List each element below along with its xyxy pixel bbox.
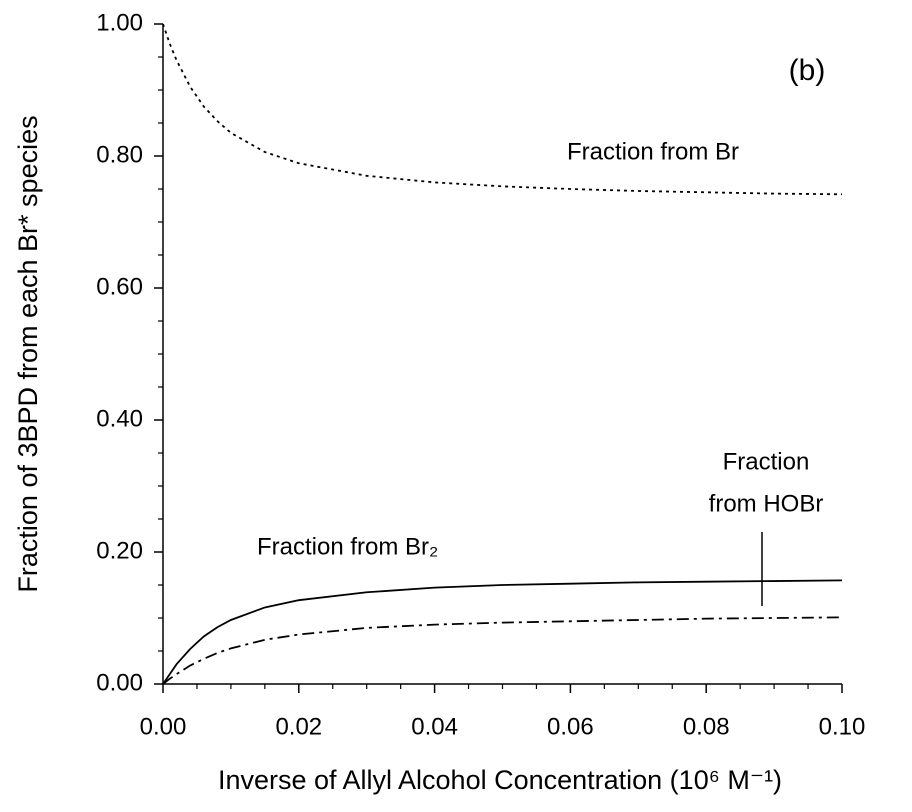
y-tick-label: 0.20: [96, 537, 143, 564]
series-label: Fraction from Br₂: [257, 533, 438, 560]
series-line: [162, 579, 843, 685]
y-tick-label: 0.60: [96, 273, 143, 300]
y-tick-label: 0.80: [96, 141, 143, 168]
y-axis-label: Fraction of 3BPD from each Br* species: [13, 115, 43, 592]
series-label: Fraction: [723, 448, 810, 475]
series-label: from HOBr: [709, 490, 824, 517]
series-line: [162, 616, 843, 685]
x-tick-label: 0.04: [411, 713, 458, 740]
series-line: [162, 23, 843, 196]
x-axis-label: Inverse of Allyl Alcohol Concentration (…: [218, 765, 782, 795]
y-tick-label: 1.00: [96, 9, 143, 36]
series-label: Fraction from Br: [567, 138, 739, 165]
x-tick-label: 0.00: [140, 713, 187, 740]
x-tick-label: 0.06: [547, 713, 594, 740]
panel-label: (b): [789, 54, 826, 87]
x-tick-label: 0.02: [275, 713, 322, 740]
x-tick-label: 0.08: [683, 713, 730, 740]
y-tick-label: 0.40: [96, 405, 143, 432]
x-tick-label: 0.10: [819, 713, 866, 740]
y-tick-label: 0.00: [96, 669, 143, 696]
